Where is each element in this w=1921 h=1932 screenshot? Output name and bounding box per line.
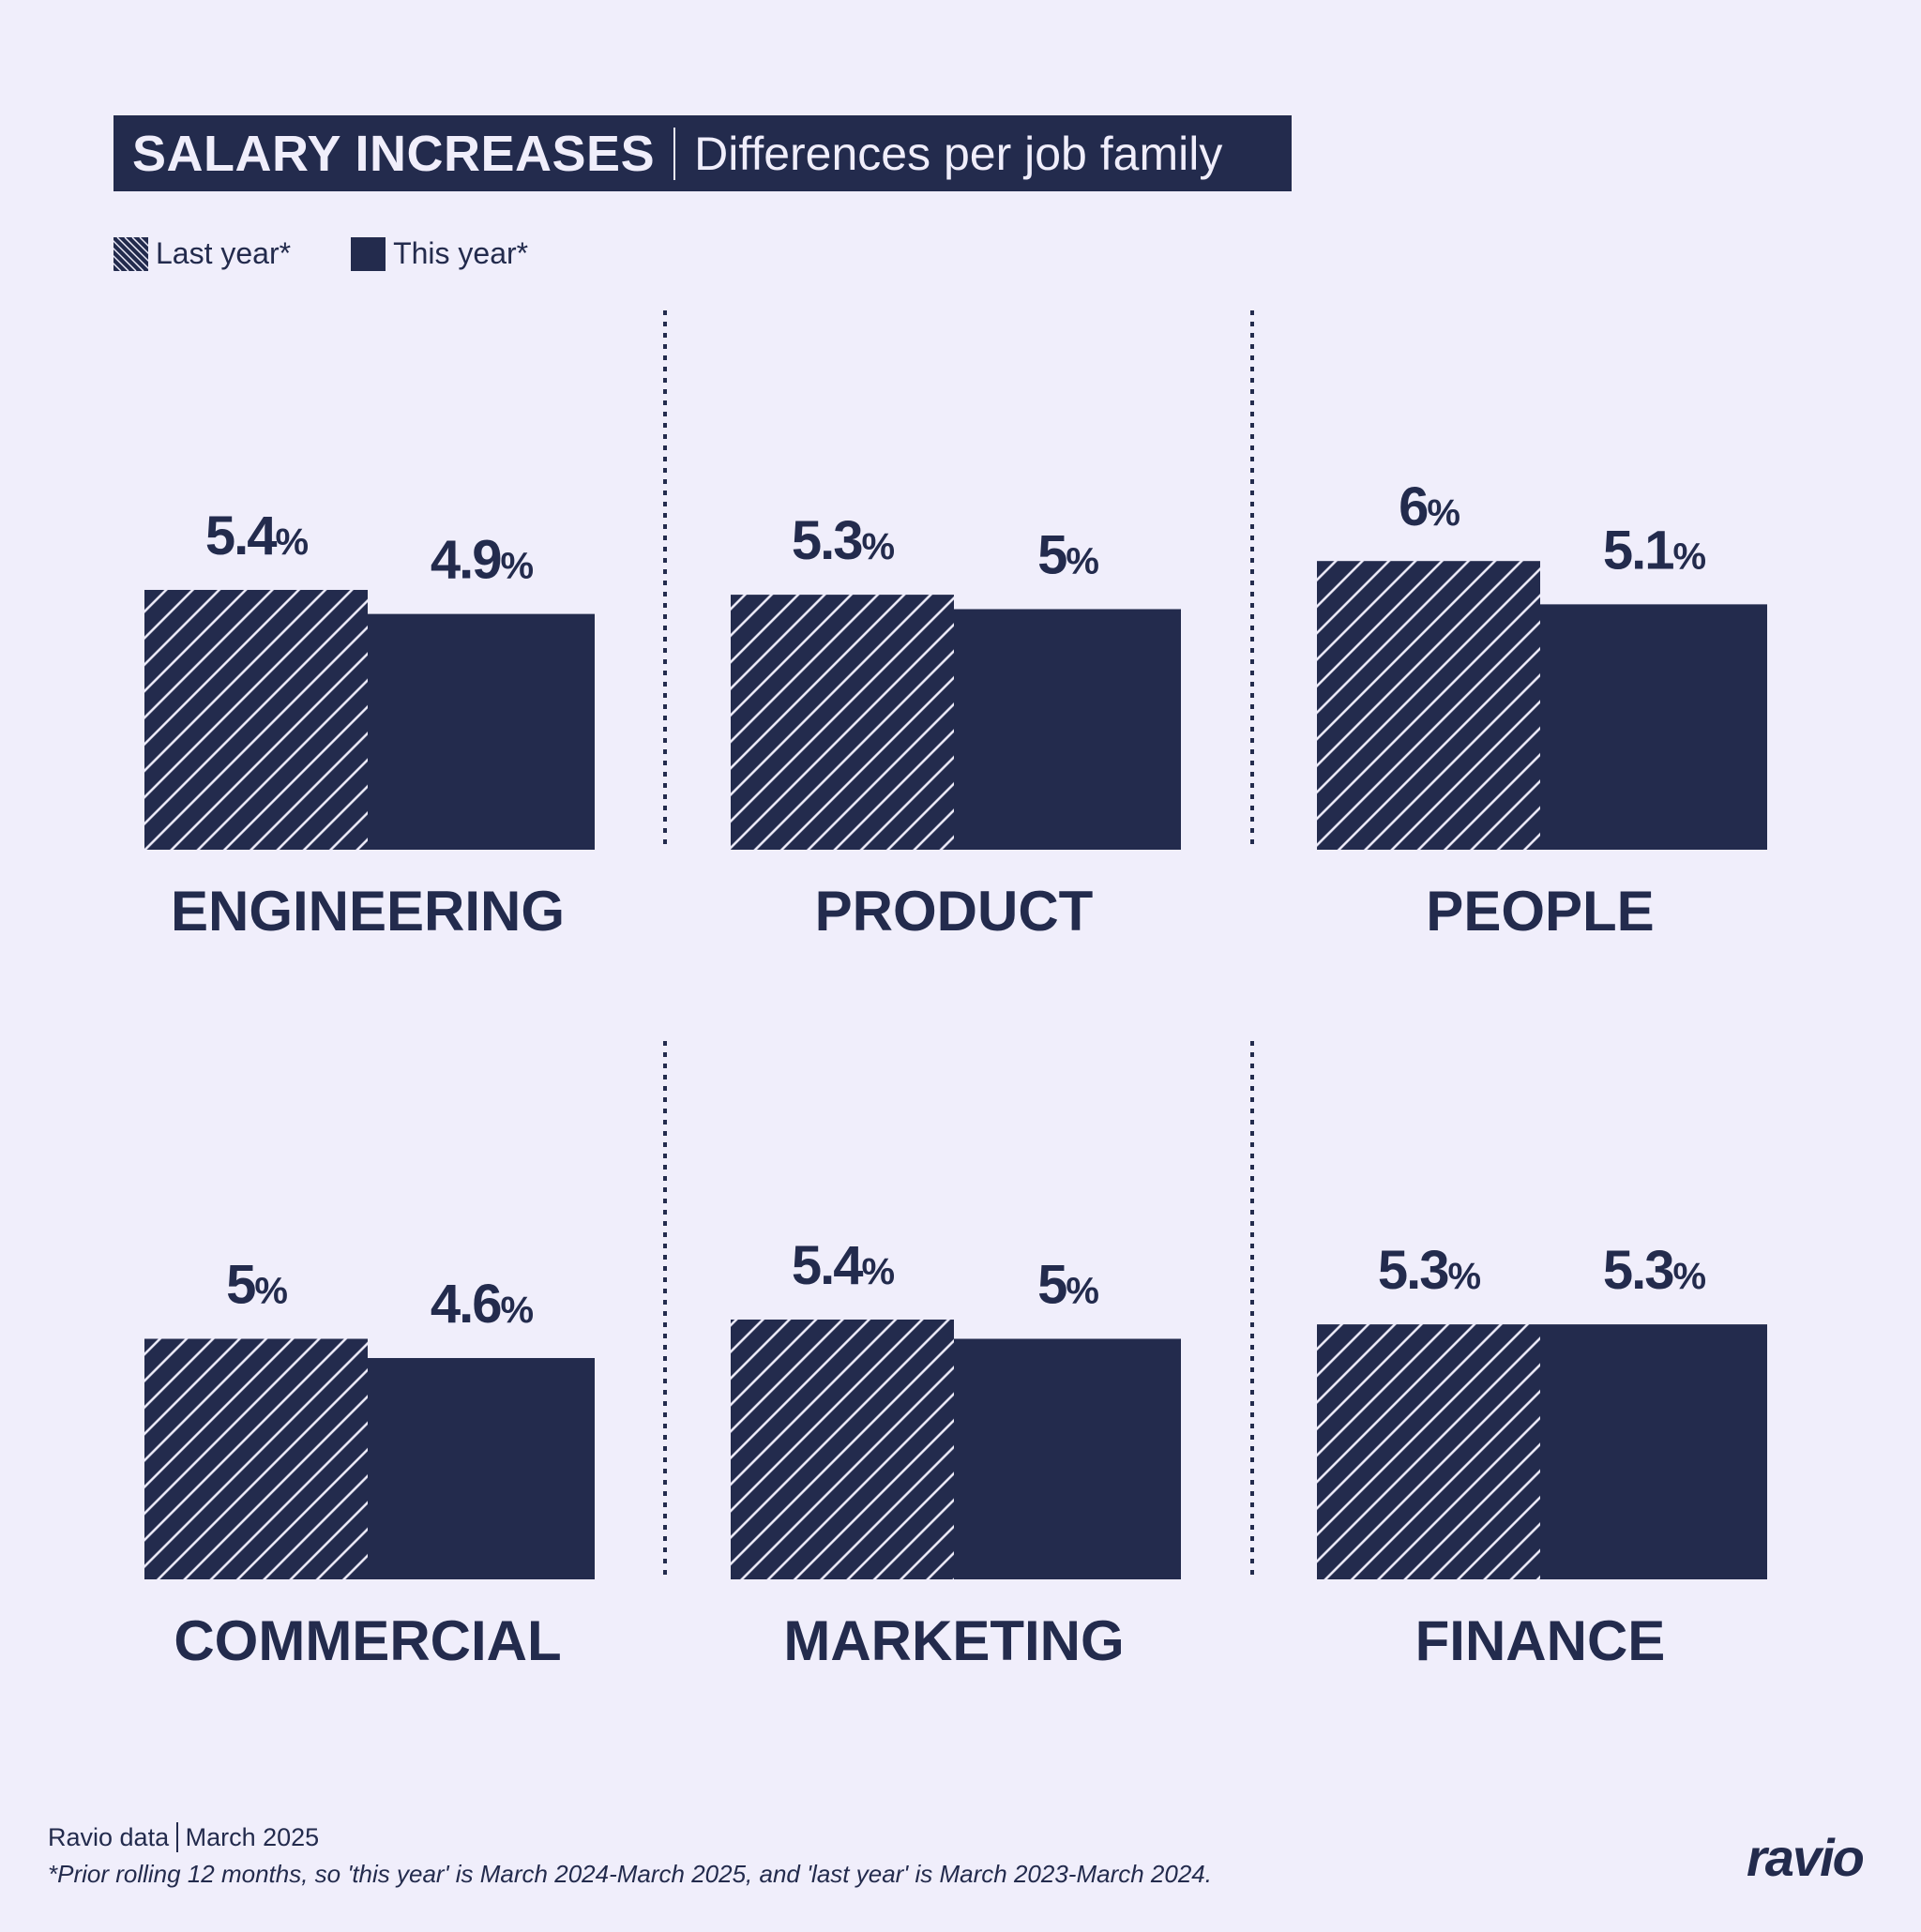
data-label: 5%	[226, 1255, 287, 1316]
data-label: 5%	[1037, 525, 1098, 586]
category-label: ENGINEERING	[171, 880, 565, 943]
data-label: 5.3%	[1603, 1240, 1706, 1301]
data-label: 5.4%	[792, 1235, 895, 1296]
bar-this-year-marketing	[954, 1338, 1181, 1579]
chart-title: SALARY INCREASES	[132, 125, 656, 182]
data-label: 6%	[1399, 476, 1460, 537]
footnote: *Prior rolling 12 months, so 'this year'…	[48, 1860, 1212, 1888]
bar-last-year-commercial	[144, 1338, 368, 1579]
bar-last-year-finance	[1317, 1324, 1540, 1579]
category-label: FINANCE	[1415, 1609, 1666, 1672]
bar-last-year-marketing	[731, 1319, 954, 1579]
category-label: COMMERCIAL	[174, 1609, 561, 1672]
legend: Last year* This year*	[113, 236, 588, 271]
title-banner: SALARY INCREASES Differences per job fam…	[113, 115, 1292, 191]
category-label: MARKETING	[783, 1609, 1124, 1672]
legend-item-last-year: Last year*	[113, 236, 291, 271]
data-label: 5.3%	[792, 510, 895, 571]
bar-last-year-people	[1317, 561, 1540, 850]
ravio-logo: ravio	[1747, 1828, 1865, 1887]
legend-label-this-year: This year*	[393, 236, 529, 270]
title-divider	[673, 127, 676, 180]
bar-last-year-engineering	[144, 589, 368, 850]
data-label: 4.9%	[431, 530, 534, 591]
legend-item-this-year: This year*	[351, 236, 528, 271]
data-label: 5.4%	[205, 506, 309, 566]
category-label: PEOPLE	[1426, 880, 1654, 943]
source-date: March 2025	[185, 1822, 320, 1851]
source-label: Ravio data	[48, 1822, 170, 1851]
bar-this-year-finance	[1540, 1324, 1767, 1579]
chart-subtitle: Differences per job family	[694, 127, 1223, 180]
category-label: PRODUCT	[815, 880, 1094, 943]
hatched-swatch-icon	[113, 236, 148, 271]
data-label: 5.3%	[1378, 1240, 1481, 1301]
solid-swatch-icon	[351, 236, 386, 271]
bar-this-year-product	[954, 609, 1181, 850]
bar-this-year-engineering	[368, 613, 595, 850]
footer-divider	[176, 1822, 178, 1852]
bar-this-year-commercial	[368, 1358, 595, 1579]
data-label: 5%	[1037, 1255, 1098, 1316]
legend-label-last-year: Last year*	[156, 236, 292, 270]
footer-source: Ravio data March 2025	[48, 1822, 319, 1852]
bar-last-year-product	[731, 595, 954, 850]
bar-this-year-people	[1540, 604, 1767, 850]
data-label: 5.1%	[1603, 520, 1706, 581]
data-label: 4.6%	[431, 1274, 534, 1335]
